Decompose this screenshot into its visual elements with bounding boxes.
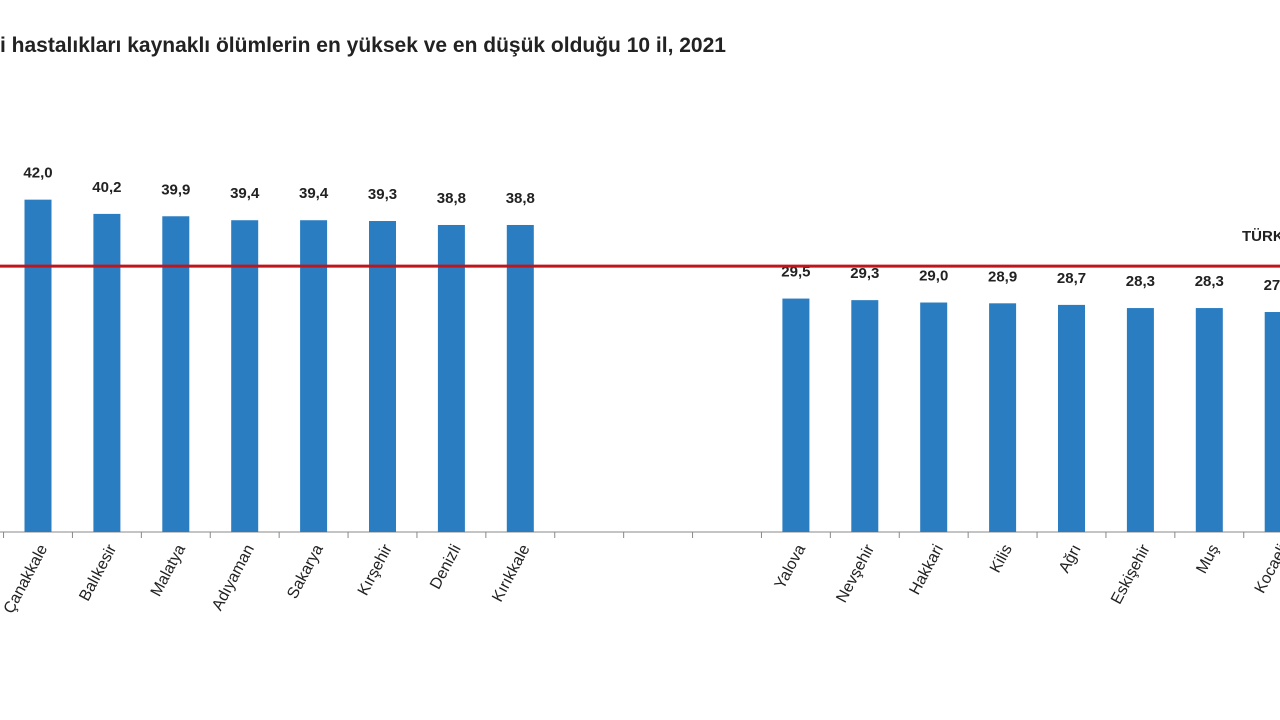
bar bbox=[1264, 312, 1280, 532]
bar bbox=[300, 220, 328, 533]
bar bbox=[506, 224, 534, 532]
value-label: 42,0 bbox=[23, 165, 52, 182]
bar bbox=[437, 224, 465, 532]
value-label: 39,3 bbox=[368, 186, 397, 203]
value-label: 28,3 bbox=[1126, 273, 1155, 290]
x-tick-label: Kilis bbox=[987, 542, 1016, 576]
value-label: 39,4 bbox=[299, 185, 329, 202]
value-label: 29,3 bbox=[850, 265, 879, 282]
bar bbox=[920, 302, 948, 532]
value-label: 28,7 bbox=[1057, 270, 1086, 287]
value-label: 39,9 bbox=[161, 181, 190, 198]
bar bbox=[231, 220, 259, 533]
bar bbox=[162, 216, 190, 532]
x-tick-label: Adıyaman bbox=[209, 542, 258, 614]
value-label: 29,0 bbox=[919, 268, 948, 285]
bar bbox=[24, 199, 52, 533]
x-tick-label: Denizli bbox=[427, 542, 465, 592]
bar bbox=[989, 303, 1017, 532]
x-tick-label: Ağrı bbox=[1056, 542, 1085, 576]
bar bbox=[782, 298, 810, 532]
bar bbox=[1058, 304, 1085, 532]
bar bbox=[851, 300, 879, 532]
x-tick-label: Balıkesir bbox=[76, 541, 120, 604]
value-label: 40,2 bbox=[92, 179, 121, 196]
value-label: 28,3 bbox=[1195, 273, 1224, 290]
bar bbox=[93, 213, 121, 533]
chart-title: i hastalıkları kaynaklı ölümlerin en yük… bbox=[0, 34, 726, 57]
bar bbox=[369, 221, 396, 532]
bar bbox=[1195, 308, 1223, 532]
value-label: 39,4 bbox=[230, 185, 260, 202]
x-tick-label: Yalova bbox=[772, 542, 809, 592]
x-tick-label: Muş bbox=[1193, 542, 1222, 577]
x-tick-label: Sakarya bbox=[284, 542, 327, 602]
x-tick-label: Kırıkkale bbox=[489, 542, 533, 605]
x-tick-label: Kırşehir bbox=[355, 541, 396, 598]
x-tick-label: Hakkari bbox=[906, 542, 946, 598]
x-tick-label: Çanakkale bbox=[1, 542, 52, 617]
value-label: 27,8 bbox=[1264, 277, 1280, 294]
value-label: 38,8 bbox=[437, 190, 466, 207]
x-tick-label: Malatya bbox=[148, 542, 189, 600]
x-tick-label: Eskişehir bbox=[1108, 541, 1154, 607]
value-label: 28,9 bbox=[988, 268, 1017, 285]
value-label: 29,5 bbox=[781, 264, 810, 281]
x-tick-label: Nevşehir bbox=[833, 541, 878, 605]
bar bbox=[1126, 308, 1154, 532]
x-tick-label: Kocaeli bbox=[1252, 542, 1280, 596]
value-label: 38,8 bbox=[506, 190, 535, 207]
reference-label: TÜRKİYE bbox=[1242, 228, 1280, 245]
